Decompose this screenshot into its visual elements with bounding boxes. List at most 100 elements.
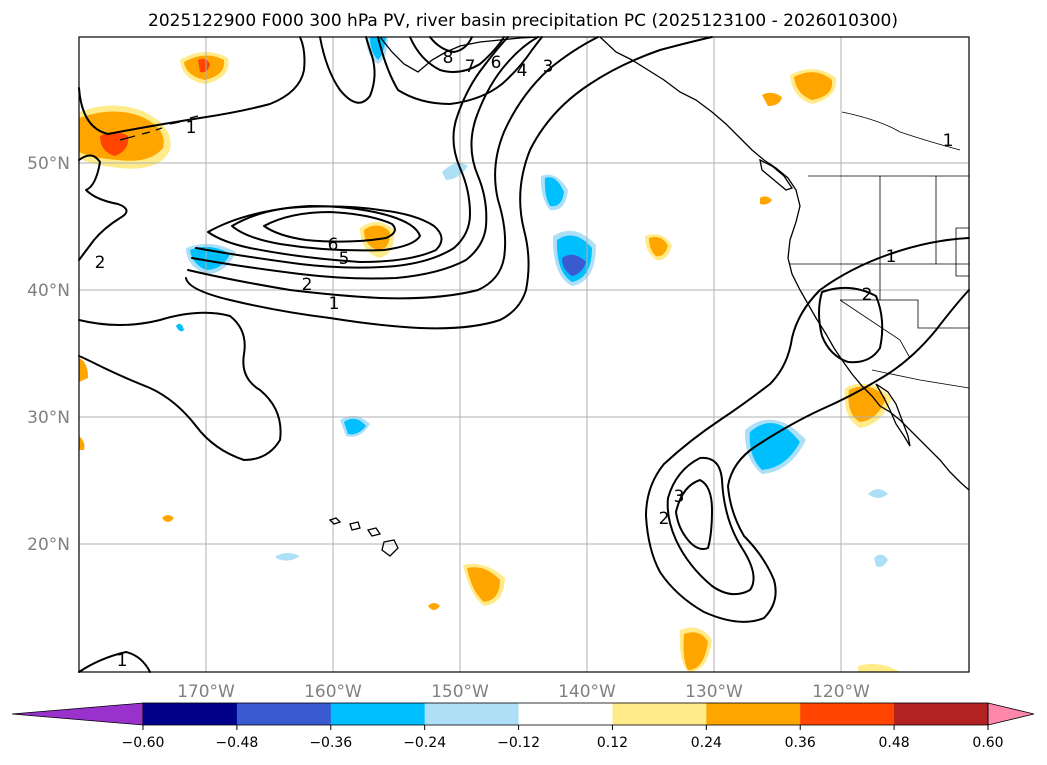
precip-blob-negative	[749, 423, 800, 470]
precip-blob-negative	[176, 323, 184, 332]
pv-contours	[78, 36, 970, 673]
precip-blob-positive	[79, 436, 85, 450]
pv-contour-line	[263, 211, 396, 243]
pv-contour-line	[409, 36, 505, 73]
contour-label: 3	[674, 487, 685, 507]
pv-contour-line	[195, 36, 509, 269]
colorbar-tick-label: 0.24	[691, 735, 722, 751]
longitude-tick-labels: 170°W 160°W 150°W 140°W 130°W 120°W	[177, 682, 870, 702]
pv-contour-line	[429, 36, 473, 53]
colorbar-segment	[143, 703, 238, 725]
precip-blob-positive	[760, 196, 772, 205]
colorbar-segment	[330, 703, 426, 725]
latitude-tick-labels: 50°N 40°N 30°N 20°N	[27, 154, 70, 555]
lat-tick-label: 20°N	[27, 535, 70, 555]
colorbar-tick-label: 0.60	[972, 735, 1003, 751]
coastlines	[119, 36, 970, 557]
pv-contour-line	[187, 36, 599, 300]
colorbar-tick-label: −0.12	[497, 735, 540, 751]
pv-contour-line	[78, 311, 282, 461]
map-background	[79, 37, 969, 672]
lon-tick-label: 140°W	[558, 682, 616, 702]
precip-blob-negative	[868, 489, 888, 498]
contour-label: 4	[517, 61, 528, 81]
precip-blob-positive	[762, 92, 782, 106]
map-frame	[78, 36, 970, 673]
lon-tick-label: 160°W	[304, 682, 362, 702]
pv-contour-line	[191, 36, 539, 280]
precip-blob-positive	[162, 515, 174, 522]
lat-tick-label: 50°N	[27, 154, 70, 174]
contour-label: 7	[465, 57, 476, 77]
pv-contour-line	[666, 456, 755, 596]
precip-blob-positive	[79, 358, 88, 382]
hawaiian-islands	[328, 517, 399, 557]
contour-label: 1	[117, 651, 128, 671]
political-borders	[790, 111, 970, 389]
baja-california-coast	[875, 383, 911, 447]
pv-contour-line	[675, 479, 713, 550]
lon-tick-label: 170°W	[177, 682, 235, 702]
contour-label: 1	[329, 294, 340, 314]
colorbar: −0.60 −0.48 −0.36 −0.24 −0.12 0.12 0.24 0.36 0.4…	[11, 702, 1035, 751]
precip-blob-positive	[649, 237, 668, 257]
figure-title: 2025122900 F000 300 hPa PV, river basin …	[148, 11, 898, 31]
contour-label: 6	[328, 235, 339, 255]
colorbar-segment	[518, 703, 613, 725]
lat-tick-label: 40°N	[27, 281, 70, 301]
contour-label: 2	[302, 275, 313, 295]
pv-contour-labels: 8 7 6 4 3 1 2 6 5 2 1 1 2 2 3 1 1	[95, 48, 954, 671]
colorbar-ticks: −0.60 −0.48 −0.36 −0.24 −0.12 0.12 0.24 0.36 0.4…	[122, 725, 1004, 751]
pv-contour-line	[78, 651, 151, 673]
precip-blob-negative	[370, 37, 386, 60]
pv-contour-line	[377, 36, 543, 105]
precip-blob-positive	[198, 58, 210, 73]
map-panel: 8 7 6 4 3 1 2 6 5 2 1 1 2 2 3 1 1	[78, 36, 970, 673]
pv-contour-line	[818, 286, 884, 364]
contour-label: 1	[886, 247, 897, 267]
contour-label: 2	[95, 253, 106, 273]
contour-label: 5	[339, 249, 350, 269]
colorbar-tick-label: −0.48	[215, 735, 258, 751]
precip-blob-negative	[276, 553, 300, 561]
colorbar-tick-label: 0.36	[785, 735, 816, 751]
lon-tick-label: 150°W	[431, 682, 489, 702]
precip-blob-negative	[562, 254, 586, 276]
aleutian-islands	[119, 115, 199, 141]
colorbar-tick-label: −0.60	[122, 735, 165, 751]
contour-label: 8	[443, 48, 454, 68]
colorbar-segment	[706, 703, 801, 725]
colorbar-tick-label: 0.48	[879, 735, 910, 751]
colorbar-over-triangle	[987, 702, 1035, 726]
precip-blob-positive	[848, 386, 886, 422]
graticule	[79, 37, 969, 672]
lat-tick-label: 30°N	[27, 408, 70, 428]
precip-shading	[79, 37, 900, 672]
precip-blob-positive	[100, 132, 129, 156]
precip-blob-negative	[344, 418, 366, 435]
contour-label: 1	[943, 131, 954, 151]
colorbar-tick-label: −0.24	[403, 735, 446, 751]
precip-blob-positive	[683, 632, 708, 670]
pv-contour-line	[645, 237, 970, 623]
pv-contour-line	[185, 36, 713, 330]
precip-blob-positive	[794, 72, 833, 100]
pv-contour-line	[319, 36, 376, 104]
colorbar-tick-label: 0.12	[597, 735, 628, 751]
colorbar-frame	[142, 702, 989, 726]
precip-blob-negative	[544, 177, 564, 207]
pv-contour-line	[78, 36, 306, 135]
precip-blob-positive	[858, 664, 900, 672]
contour-label: 6	[491, 53, 502, 73]
colorbar-segment	[612, 703, 707, 725]
lon-tick-label: 130°W	[685, 682, 743, 702]
north-american-coastline	[599, 36, 970, 491]
lon-tick-label: 120°W	[812, 682, 870, 702]
colorbar-segment	[236, 703, 332, 725]
colorbar-tick-label: −0.36	[309, 735, 352, 751]
precip-blob-positive	[467, 567, 500, 602]
precip-blob-positive	[428, 603, 440, 610]
contour-label: 2	[862, 285, 873, 305]
colorbar-segments	[143, 703, 989, 725]
vancouver-island	[759, 158, 794, 191]
